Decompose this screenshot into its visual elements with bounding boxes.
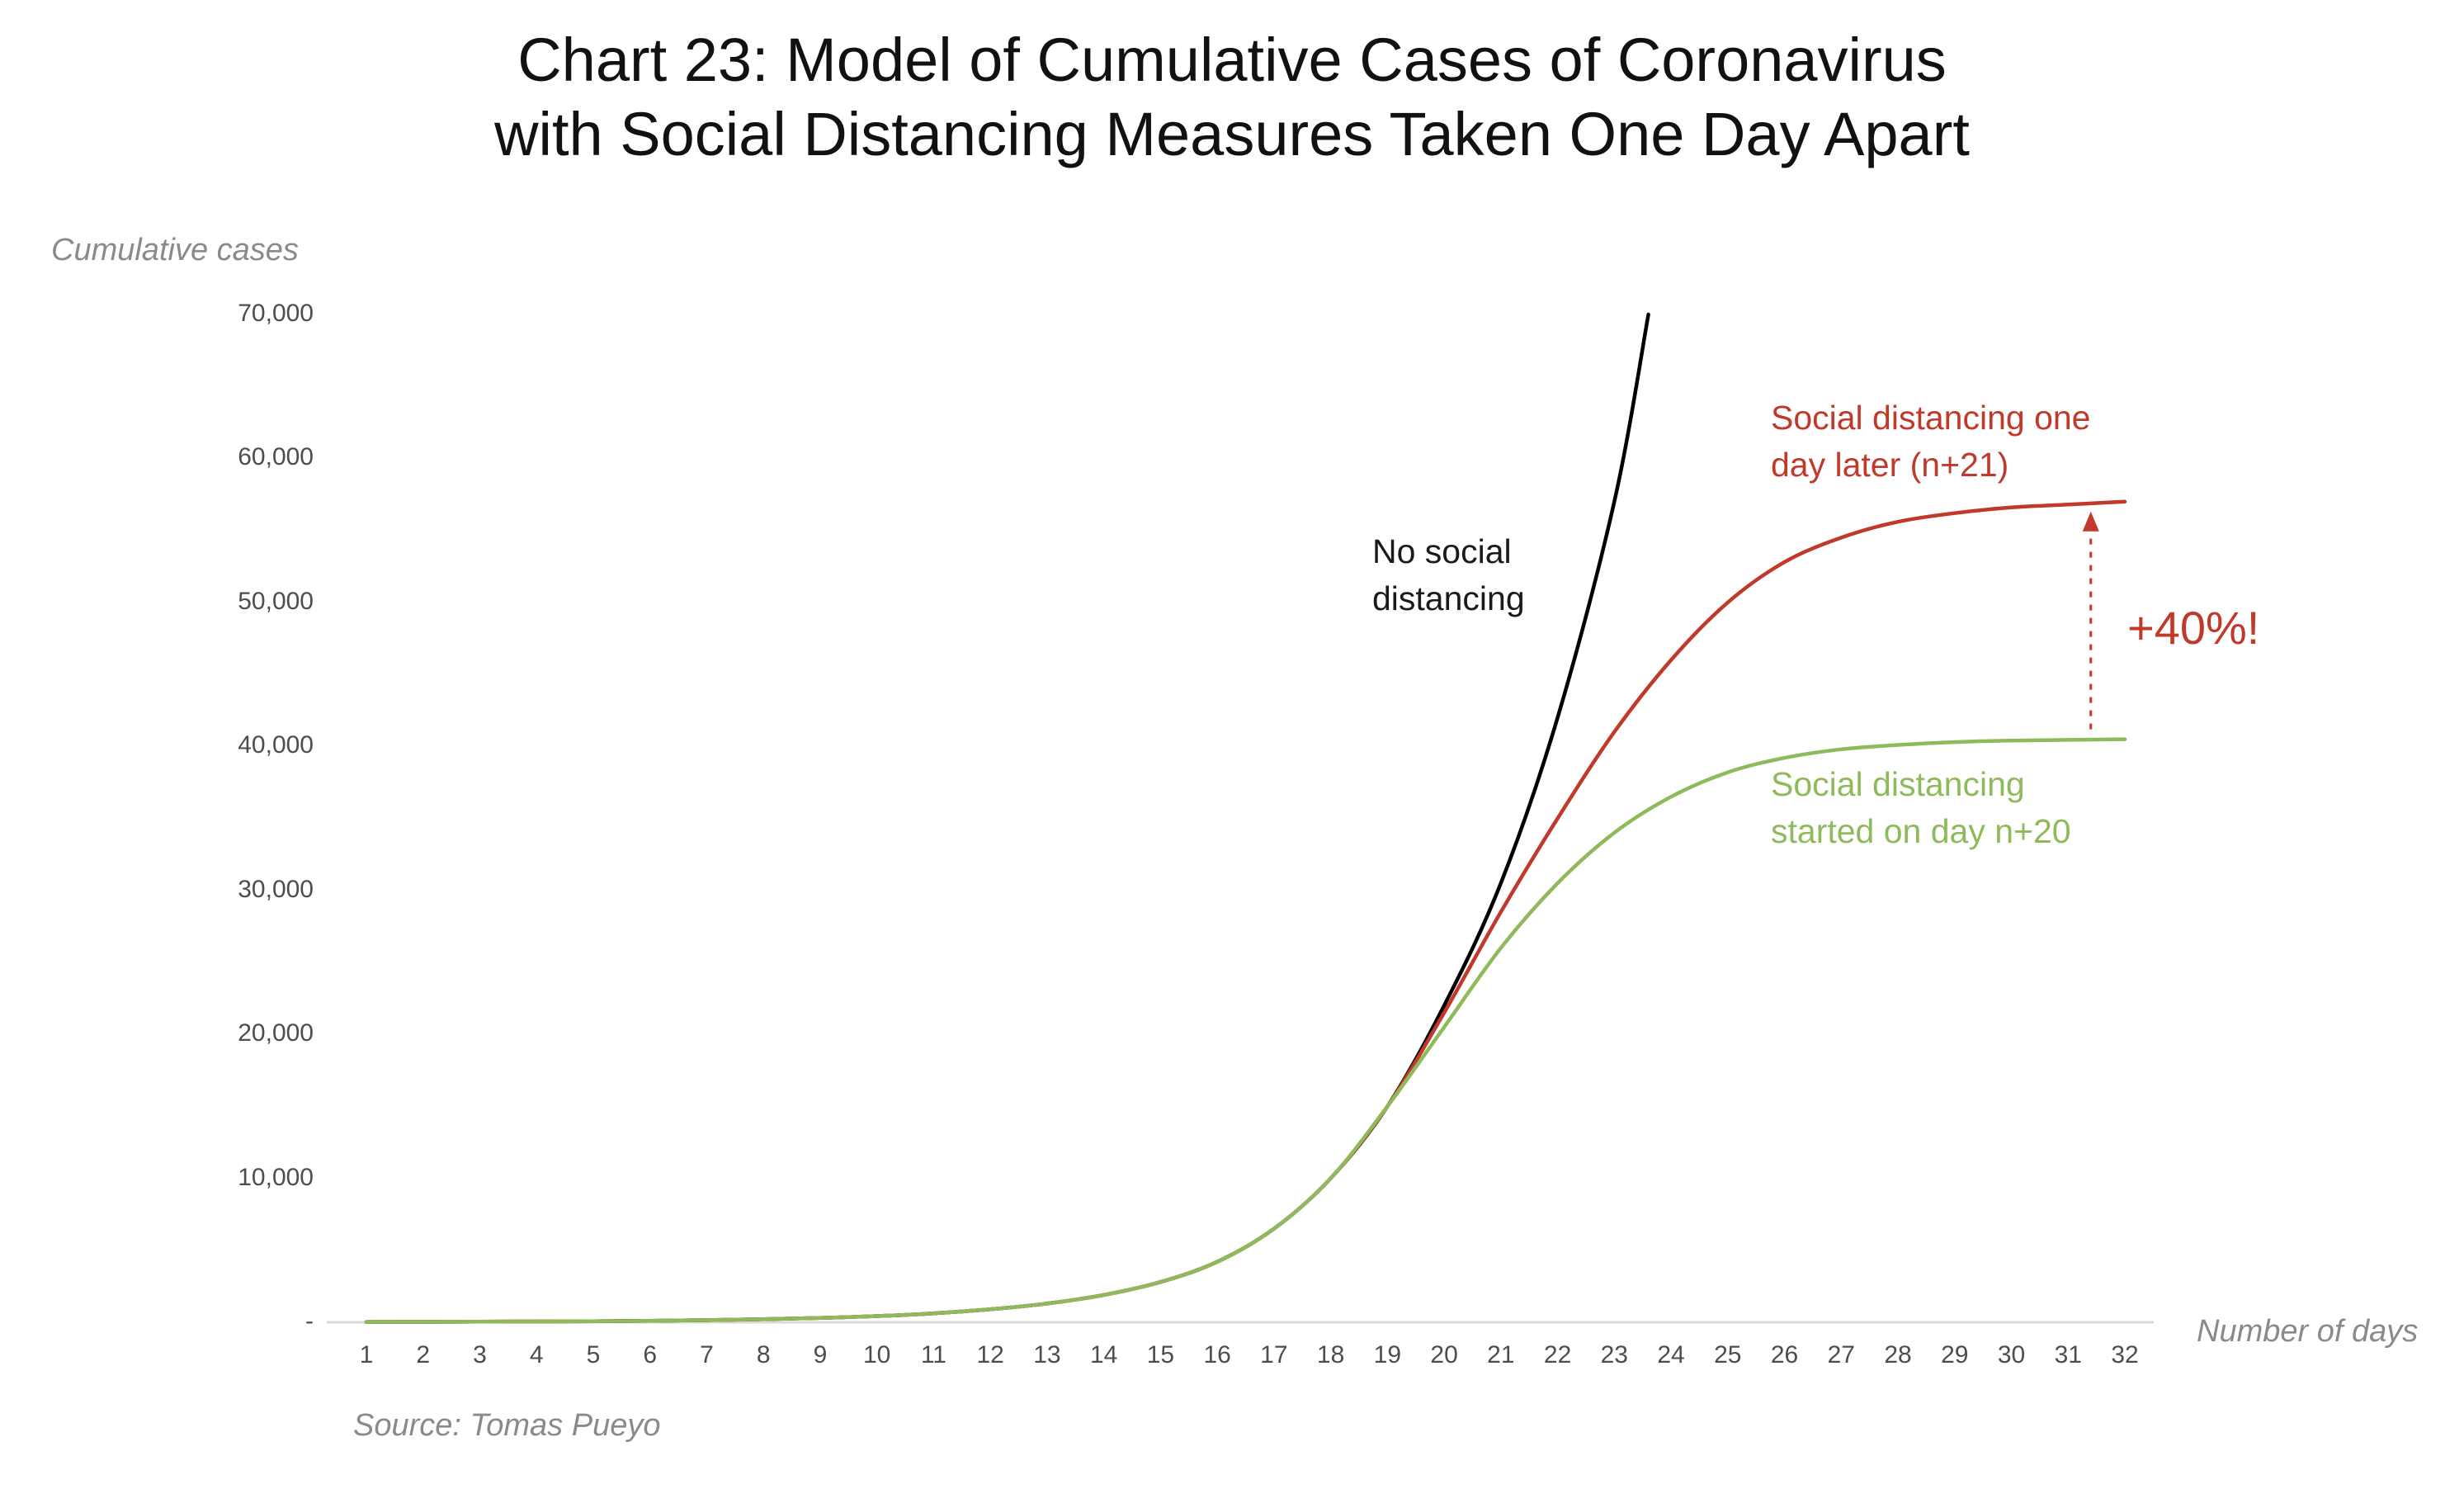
annotation-green-line-2: started on day n+20 [1771, 811, 2071, 850]
x-tick-label: 32 [2111, 1341, 2139, 1368]
x-tick-label: 28 [1884, 1341, 1912, 1368]
x-tick-label: 25 [1714, 1341, 1742, 1368]
x-tick-label: 16 [1203, 1341, 1231, 1368]
series-line-red [364, 499, 2127, 1324]
annotation-no-social-distancing: No social distancing [1372, 528, 1525, 622]
chart-title: Chart 23: Model of Cumulative Cases of C… [0, 23, 2464, 173]
series-line-black [364, 312, 1650, 1324]
delta-arrow-head [2082, 511, 2099, 532]
x-tick-label: 23 [1600, 1341, 1628, 1368]
y-tick-label: 60,000 [238, 443, 314, 471]
x-tick-label: 18 [1316, 1341, 1345, 1368]
x-tick-label: 5 [586, 1341, 601, 1368]
x-tick-label: 19 [1373, 1341, 1402, 1368]
x-tick-label: 27 [1827, 1341, 1855, 1368]
x-tick-label: 14 [1089, 1341, 1118, 1368]
annotation-no-social-line-2: distancing [1372, 579, 1525, 617]
x-tick-label: 7 [700, 1341, 714, 1368]
x-tick-label: 12 [976, 1341, 1004, 1368]
y-tick-label: 20,000 [238, 1019, 314, 1047]
y-tick-label: - [305, 1307, 314, 1335]
x-tick-label: 26 [1770, 1341, 1799, 1368]
annotation-no-social-line-1: No social [1372, 532, 1512, 570]
x-tick-label: 17 [1260, 1341, 1288, 1368]
x-tick-label: 9 [813, 1341, 828, 1368]
x-tick-label: 11 [920, 1341, 946, 1368]
x-tick-label: 8 [756, 1341, 771, 1368]
x-tick-label: 15 [1146, 1341, 1175, 1368]
annotation-social-distancing-day-n20: Social distancing started on day n+20 [1771, 761, 2071, 854]
x-tick-label: 6 [643, 1341, 658, 1368]
x-tick-label: 22 [1543, 1341, 1572, 1368]
x-tick-label: 24 [1657, 1341, 1685, 1368]
x-tick-label: 29 [1941, 1341, 1969, 1368]
x-tick-label: 2 [416, 1341, 431, 1368]
x-tick-label: 20 [1430, 1341, 1458, 1368]
x-axis-title: Number of days [2197, 1314, 2419, 1349]
y-tick-label: 70,000 [238, 300, 314, 327]
annotation-green-line-1: Social distancing [1771, 765, 2025, 803]
annotation-social-distancing-one-day-later: Social distancing one day later (n+21) [1771, 395, 2090, 488]
x-tick-label: 4 [529, 1341, 544, 1368]
x-tick-label: 31 [2054, 1341, 2082, 1368]
chart-title-line-1: Chart 23: Model of Cumulative Cases of C… [517, 26, 1947, 94]
annotation-red-line-1: Social distancing one [1771, 399, 2091, 437]
x-tick-label: 30 [1997, 1341, 2026, 1368]
source-note: Source: Tomas Pueyo [353, 1408, 661, 1443]
annotation-red-line-2: day later (n+21) [1771, 445, 2009, 484]
x-tick-label: 21 [1487, 1341, 1515, 1368]
x-tick-label: 13 [1033, 1341, 1061, 1368]
series-line-green [364, 737, 2127, 1324]
x-tick-label: 10 [862, 1341, 891, 1368]
x-tick-label: 1 [359, 1341, 374, 1368]
y-axis-title: Cumulative cases [51, 233, 299, 267]
chart-title-line-2: with Social Distancing Measures Taken On… [494, 100, 1970, 169]
y-tick-label: 10,000 [238, 1163, 314, 1191]
annotation-plus-40-percent: +40%! [2127, 602, 2260, 654]
y-tick-label: 30,000 [238, 875, 314, 903]
x-tick-label: 3 [473, 1341, 487, 1368]
y-tick-label: 40,000 [238, 731, 314, 759]
y-tick-label: 50,000 [238, 587, 314, 615]
